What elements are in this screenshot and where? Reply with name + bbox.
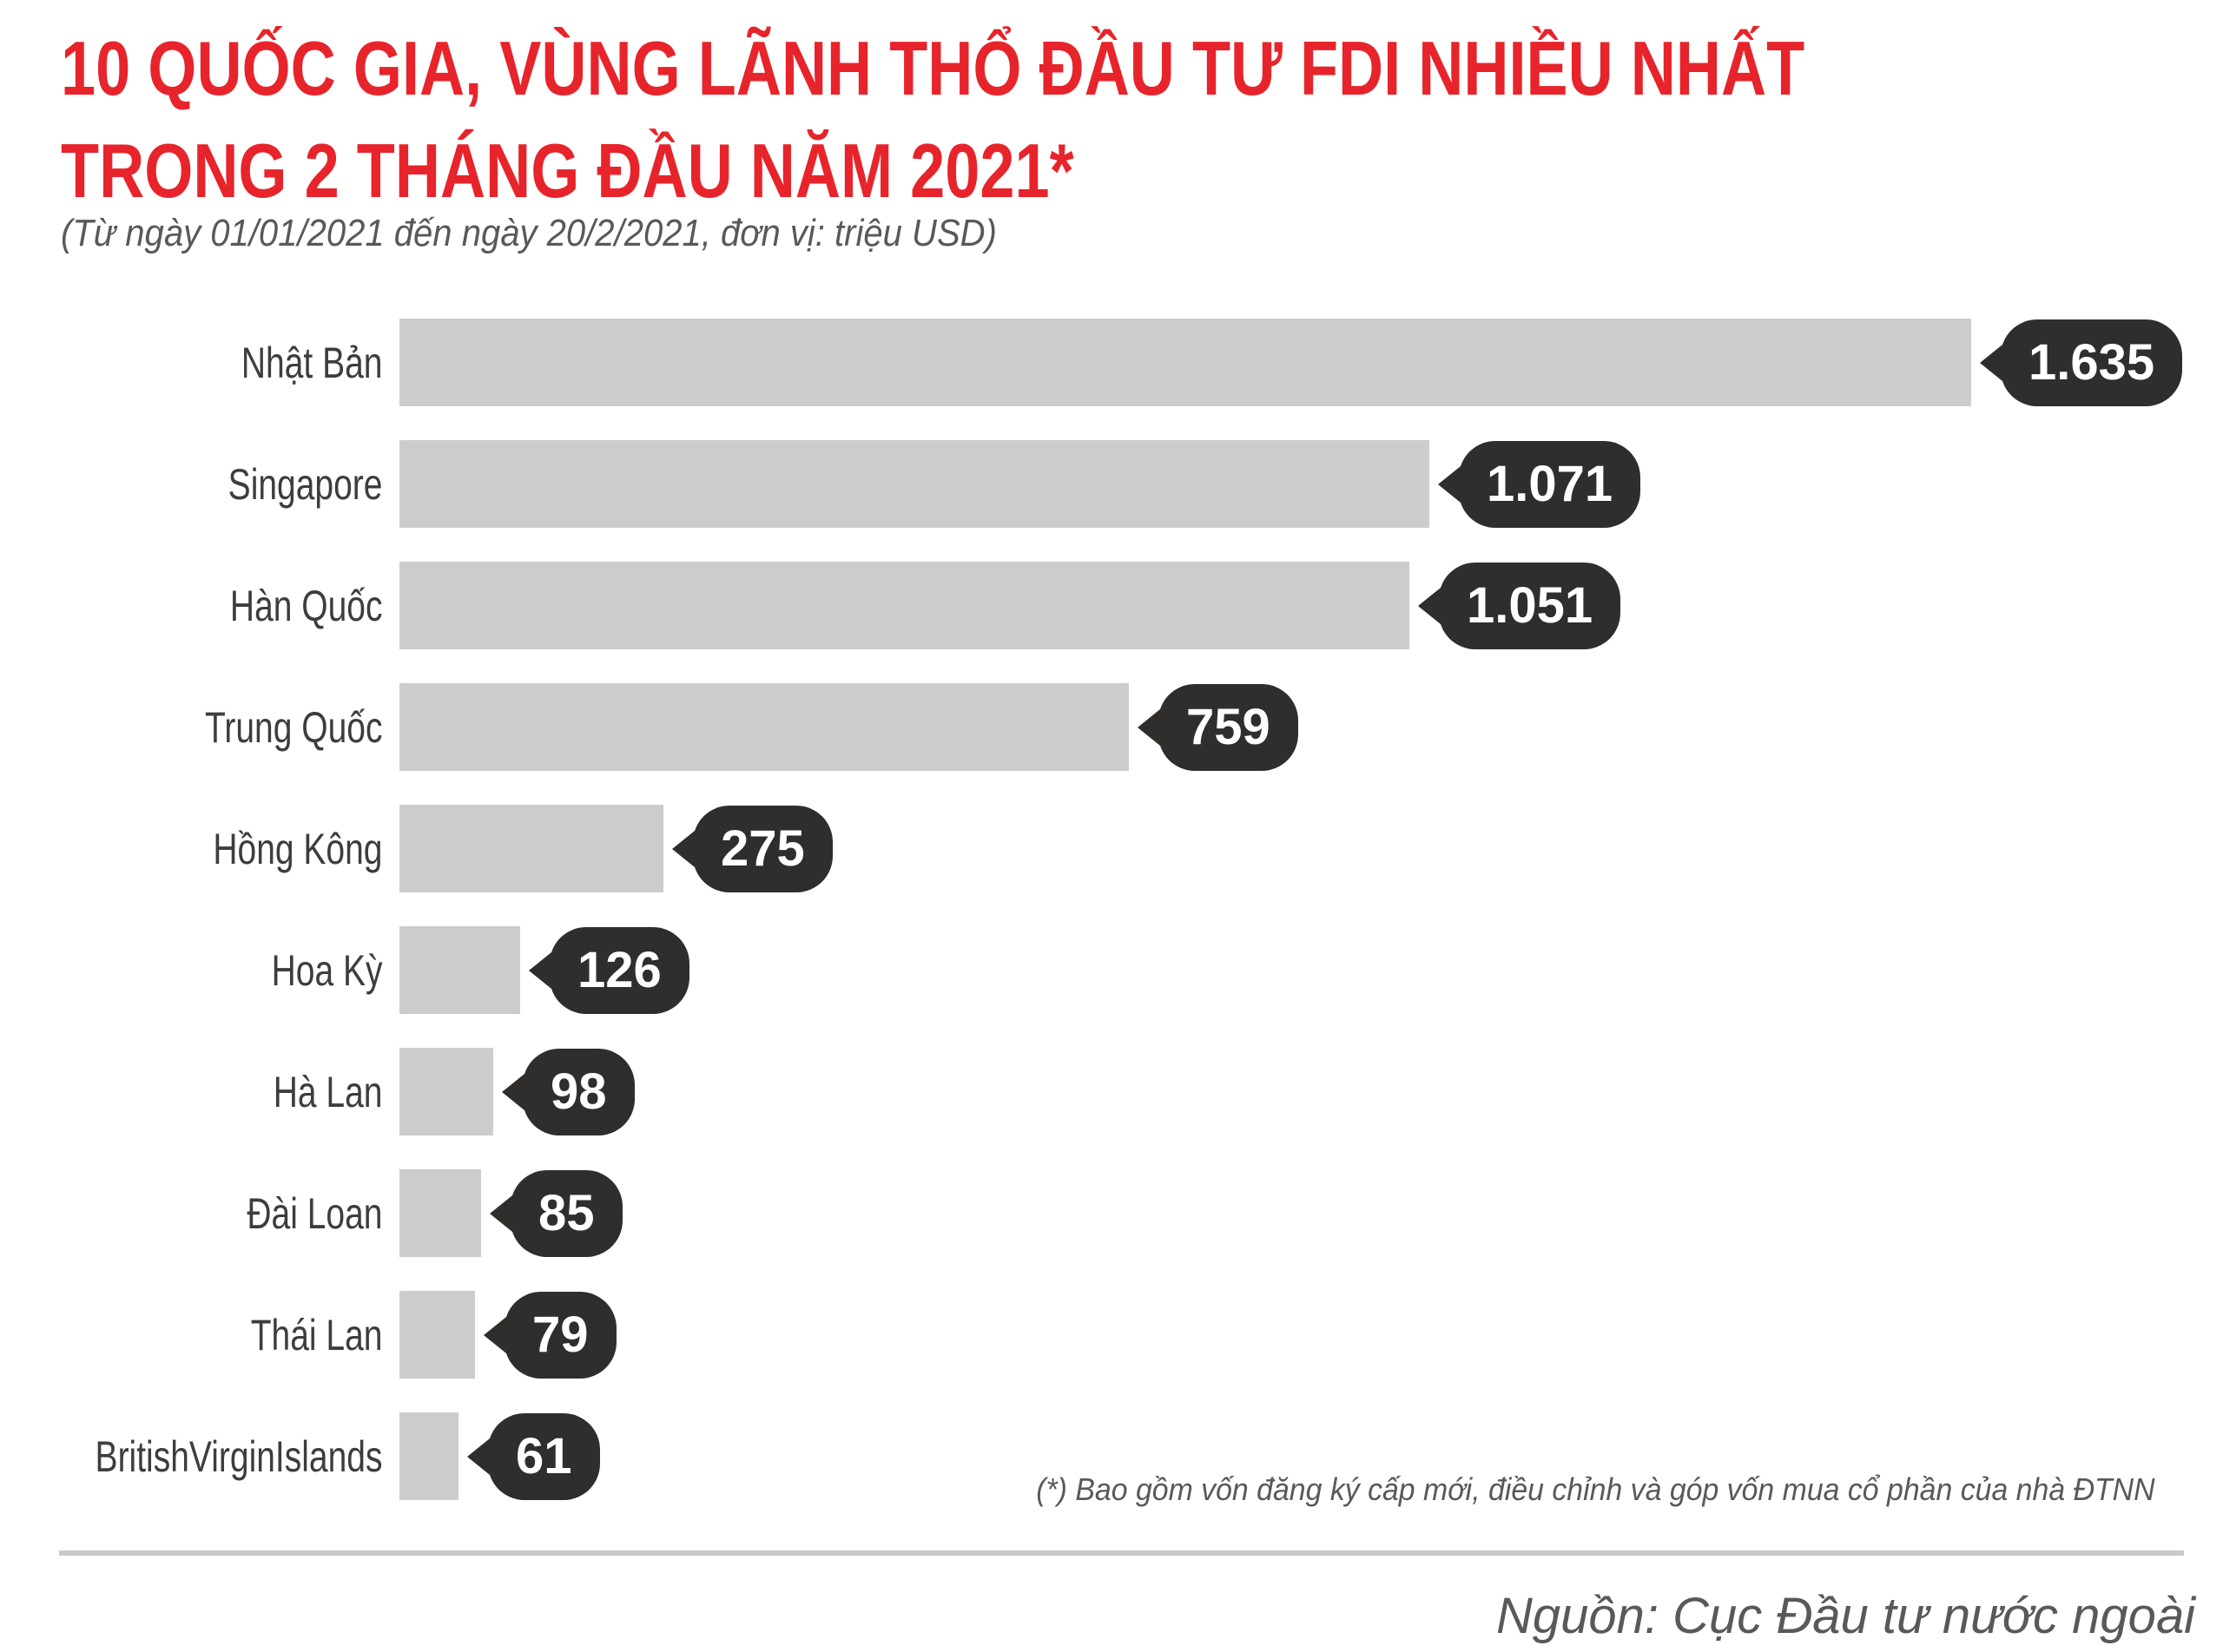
value-badge-text: 1.071 <box>1487 455 1613 512</box>
bar-area: 79 <box>399 1291 2223 1379</box>
bar <box>399 440 1429 528</box>
bar-label: Hàn Quốc <box>229 581 383 630</box>
chart-row: Hồng Kông 275 <box>0 805 2223 892</box>
value-badge-text: 98 <box>551 1063 607 1120</box>
value-badge-text: 85 <box>538 1184 595 1241</box>
bar <box>399 1412 458 1500</box>
source-credit: Nguồn: Cục Đầu tư nước ngoài <box>1495 1588 2195 1644</box>
chart-rows: Nhật Bản 1.635 Singapore 1.071 Hàn Quốc … <box>0 319 2223 1500</box>
bar <box>399 562 1409 649</box>
bar <box>399 1169 481 1257</box>
bar-area: 1.635 <box>399 319 2223 406</box>
bar-area: 85 <box>399 1169 2223 1257</box>
value-badge: 61 <box>467 1412 600 1500</box>
value-badge: 79 <box>484 1291 617 1379</box>
value-badge-text: 759 <box>1186 698 1270 755</box>
value-badge-text: 61 <box>516 1427 572 1484</box>
value-badge: 1.051 <box>1417 562 1621 649</box>
value-badge-text: 275 <box>721 819 805 877</box>
value-badge-text: 1.635 <box>2028 333 2155 391</box>
value-badge-text: 79 <box>532 1306 589 1363</box>
chart-title-line1: 10 QUỐC GIA, VÙNG LÃNH THỔ ĐẦU TƯ FDI NH… <box>61 25 1805 111</box>
bar-area: 275 <box>399 805 2223 892</box>
bar-label: Singapore <box>228 459 383 509</box>
bar <box>399 319 1971 406</box>
bar <box>399 1048 493 1135</box>
chart-row: Trung Quốc 759 <box>0 683 2223 771</box>
bar-area: 759 <box>399 683 2223 771</box>
bar-label: Hoa Kỳ <box>271 945 383 995</box>
chart-title-line2: TRONG 2 THÁNG ĐẦU NĂM 2021* <box>61 128 1074 214</box>
bar <box>399 683 1129 771</box>
bar-label: Thái Lan <box>250 1310 383 1359</box>
chart-row: Đài Loan 85 <box>0 1169 2223 1257</box>
chart-title: 10 QUỐC GIA, VÙNG LÃNH THỔ ĐẦU TƯ FDI NH… <box>61 17 1804 222</box>
chart-row: Singapore 1.071 <box>0 440 2223 528</box>
bar-label: Hồng Kông <box>213 824 383 873</box>
chart-row: BritishVirginIslands 61 <box>0 1412 2223 1500</box>
bar-area: 98 <box>399 1048 2223 1135</box>
bar-area: 1.051 <box>399 562 2223 649</box>
value-badge-text: 126 <box>577 941 662 998</box>
bar <box>399 926 520 1014</box>
bar-area: 61 <box>399 1412 2223 1500</box>
bar-label: BritishVirginIslands <box>95 1432 383 1481</box>
value-badge: 1.635 <box>1979 319 2183 406</box>
chart-row: Hà Lan 98 <box>0 1048 2223 1135</box>
value-badge: 126 <box>529 926 689 1014</box>
chart-row: Hoa Kỳ 126 <box>0 926 2223 1014</box>
chart-row: Hàn Quốc 1.051 <box>0 562 2223 649</box>
bar-chart: Nhật Bản 1.635 Singapore 1.071 Hàn Quốc … <box>0 319 2223 1500</box>
chart-subtitle: (Từ ngày 01/01/2021 đến ngày 20/2/2021, … <box>61 212 997 254</box>
bar-label: Nhật Bản <box>241 338 383 387</box>
value-badge: 1.071 <box>1437 440 1641 528</box>
bar-area: 1.071 <box>399 440 2223 528</box>
bar <box>399 805 663 892</box>
value-badge: 275 <box>672 805 833 892</box>
value-badge-text: 1.051 <box>1467 576 1593 634</box>
chart-row: Thái Lan 79 <box>0 1291 2223 1379</box>
bar-area: 126 <box>399 926 2223 1014</box>
chart-row: Nhật Bản 1.635 <box>0 319 2223 406</box>
bar <box>399 1291 475 1379</box>
value-badge: 98 <box>502 1048 635 1135</box>
bar-label: Hà Lan <box>273 1067 383 1116</box>
chart-footnote: (*) Bao gồm vốn đăng ký cấp mới, điều ch… <box>1036 1471 2155 1507</box>
value-badge: 85 <box>490 1169 623 1257</box>
bar-label: Trung Quốc <box>205 702 383 752</box>
value-badge: 759 <box>1138 683 1298 771</box>
divider-rule <box>59 1550 2184 1556</box>
bar-label: Đài Loan <box>247 1188 383 1238</box>
